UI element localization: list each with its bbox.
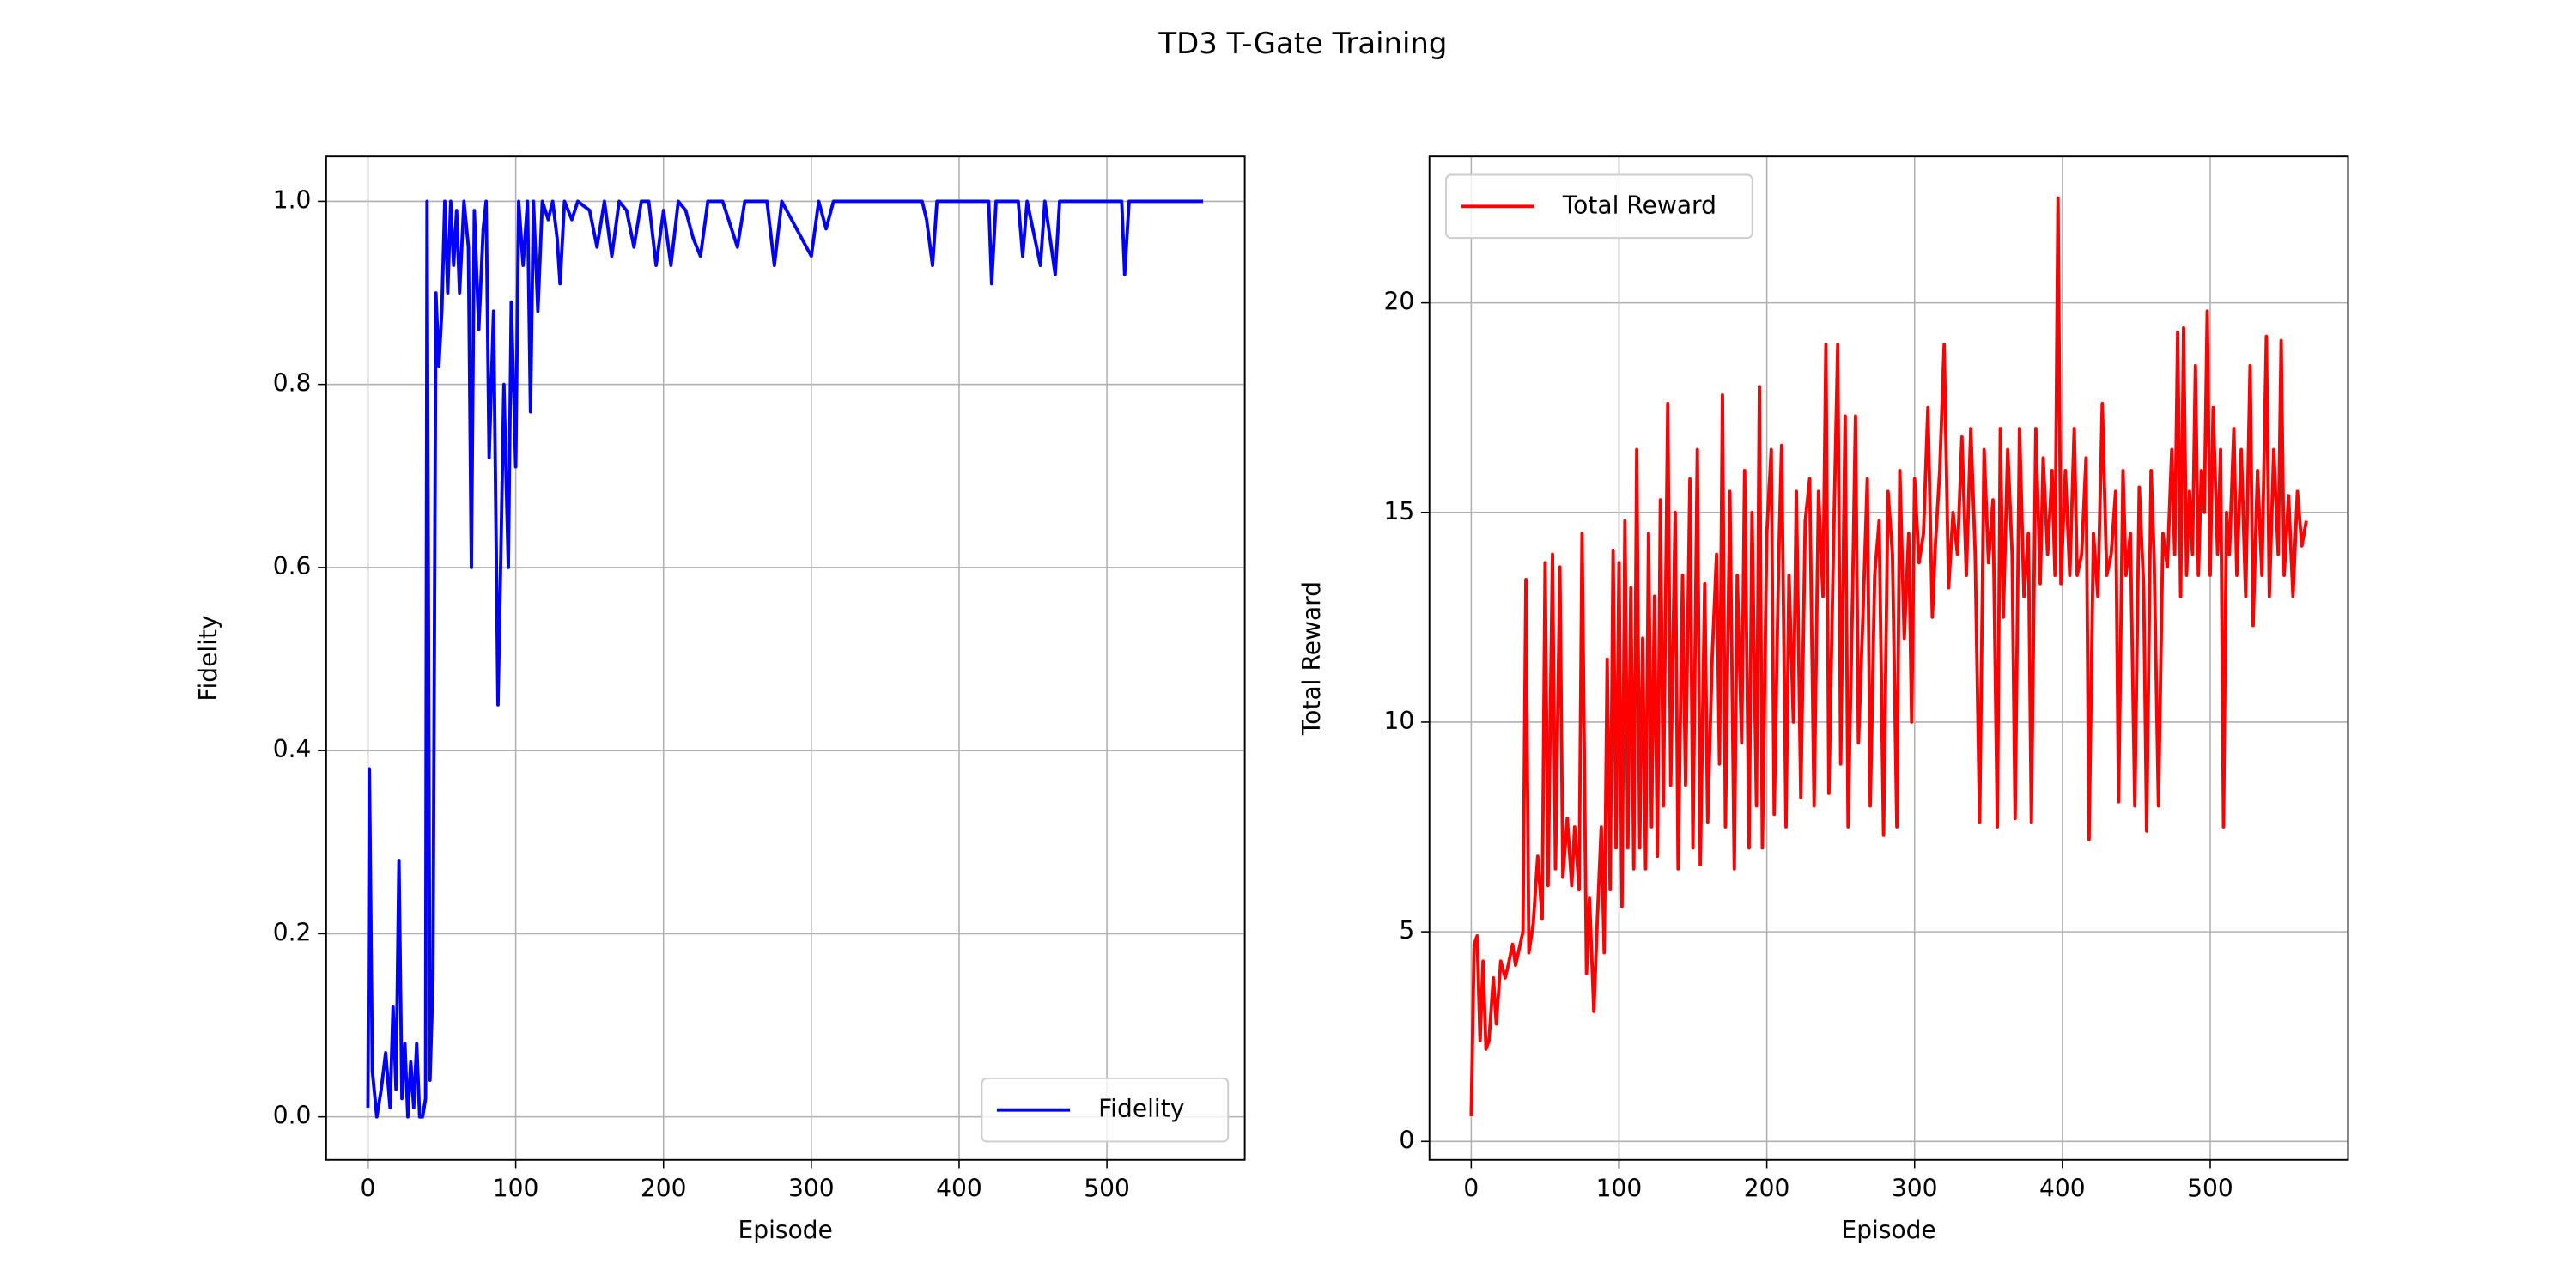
x-tick-label: 300	[788, 1175, 835, 1203]
axes-frame	[325, 155, 1246, 1161]
x-tick-label: 400	[2039, 1175, 2086, 1203]
y-tick-label: 0.8	[273, 369, 312, 398]
data-line	[1469, 196, 2308, 1117]
legend-box	[981, 1077, 1230, 1143]
legend-label: Fidelity	[1098, 1095, 1184, 1123]
y-tick-label: 1.0	[273, 185, 312, 214]
y-tick-label: 10	[1384, 707, 1415, 735]
y-tick-label: 0	[1399, 1126, 1414, 1154]
y-tick-label: 0.0	[273, 1102, 312, 1130]
x-tick-label: 400	[936, 1175, 982, 1203]
legend: Total Reward	[1445, 173, 1753, 240]
x-tick-label: 500	[2187, 1175, 2233, 1203]
x-tick-label: 200	[641, 1175, 687, 1203]
y-tick-label: 0.2	[273, 918, 312, 946]
y-tick-label: 15	[1384, 497, 1415, 526]
y-tick-label: 0.4	[273, 735, 312, 763]
x-axis-label: Episode	[738, 1216, 833, 1244]
legend-box	[1445, 173, 1753, 240]
x-tick-label: 100	[1596, 1175, 1643, 1203]
y-axis-label: Total Reward	[1297, 581, 1326, 736]
legend-label: Total Reward	[1562, 191, 1716, 219]
y-axis-label: Fidelity	[194, 615, 222, 701]
x-tick-label: 100	[493, 1175, 539, 1203]
y-tick-label: 0.6	[273, 552, 312, 580]
legend: Fidelity	[981, 1077, 1230, 1143]
data-line	[366, 199, 1203, 1119]
x-tick-label: 300	[1892, 1175, 1938, 1203]
y-tick-label: 5	[1399, 916, 1414, 945]
x-tick-label: 500	[1084, 1175, 1130, 1203]
x-tick-label: 0	[1463, 1175, 1479, 1203]
axes-frame	[1428, 155, 2349, 1161]
figure-title: TD3 T-Gate Training	[1157, 27, 1447, 60]
x-axis-label: Episode	[1841, 1216, 1935, 1244]
x-tick-label: 0	[361, 1175, 376, 1203]
y-tick-label: 20	[1384, 288, 1415, 316]
x-tick-label: 200	[1744, 1175, 1790, 1203]
